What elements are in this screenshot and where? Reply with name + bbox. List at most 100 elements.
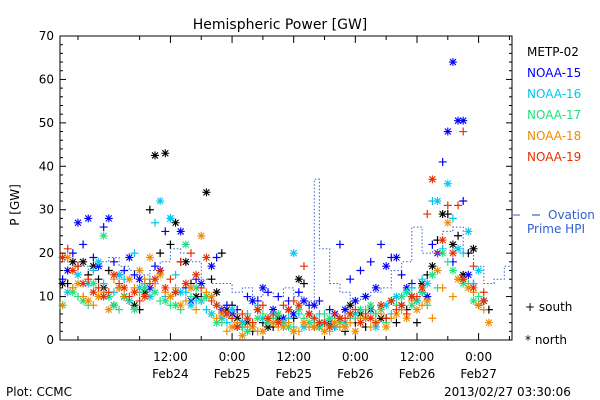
north-point: [151, 151, 160, 160]
south-point: [428, 240, 437, 249]
north-point: [186, 283, 195, 292]
north-point: [151, 275, 160, 284]
north-point: [464, 227, 473, 236]
north-point: [89, 262, 98, 271]
north-point: [130, 301, 139, 310]
plot-frame: [59, 35, 513, 341]
south-point: [89, 253, 98, 262]
data-points-layer: [58, 58, 493, 340]
south-point: [197, 283, 206, 292]
south-point: [156, 249, 165, 258]
north-point: [258, 327, 267, 336]
north-point: [186, 301, 195, 310]
south-point: [228, 314, 237, 323]
north-point: [289, 327, 298, 336]
south-point: [377, 240, 386, 249]
north-point: [469, 244, 478, 253]
north-point: [89, 288, 98, 297]
north-point: [264, 314, 273, 323]
south-point: [438, 283, 447, 292]
south-point: [207, 309, 216, 318]
north-point: [228, 309, 237, 318]
south-point: [459, 197, 468, 206]
legend-entry: NOAA-18: [527, 129, 581, 143]
south-point: [454, 231, 463, 240]
north-point: [330, 318, 339, 327]
south-point: [135, 296, 144, 305]
north-point: [238, 331, 247, 340]
north-point: [140, 292, 149, 301]
south-point: [459, 127, 468, 136]
north-point: [315, 322, 324, 331]
north-point: [325, 322, 334, 331]
south-point: [104, 266, 113, 275]
plot-timestamp: 2013/02/27 03:30:06: [444, 385, 571, 399]
north-point: [212, 318, 221, 327]
north-point: [484, 318, 493, 327]
north-point: [68, 257, 77, 266]
north-point: [233, 314, 242, 323]
north-point: [459, 275, 468, 284]
north-point: [356, 318, 365, 327]
south-point: [58, 275, 67, 284]
south-point: [402, 288, 411, 297]
north-point: [438, 210, 447, 219]
south-point: [459, 249, 468, 258]
north-point: [94, 292, 103, 301]
north-point: [58, 253, 67, 262]
south-point: [258, 301, 267, 310]
south-point: [269, 309, 278, 318]
south-point: [443, 201, 452, 210]
north-point: [197, 279, 206, 288]
north-point: [351, 309, 360, 318]
south-point: [366, 257, 375, 266]
north-point: [58, 279, 67, 288]
south-point: [212, 314, 221, 323]
north-point: [284, 305, 293, 314]
north-point: [125, 275, 134, 284]
south-point: [310, 314, 319, 323]
x-axis-label: Date and Time: [256, 385, 344, 399]
north-point: [63, 253, 72, 262]
x-tick-time-label: 12:00: [276, 350, 311, 364]
north-point: [207, 262, 216, 271]
north-point: [448, 58, 457, 67]
north-point: [269, 305, 278, 314]
south-point: [346, 318, 355, 327]
south-point: [412, 318, 421, 327]
south-point: [407, 283, 416, 292]
south-point: [145, 279, 154, 288]
north-point: [243, 327, 252, 336]
north-point: [438, 249, 447, 258]
north-point: [181, 240, 190, 249]
south-point: [238, 309, 247, 318]
north-point: [382, 301, 391, 310]
north-point: [341, 322, 350, 331]
north-point: [243, 318, 252, 327]
south-point: [299, 262, 308, 271]
north-point: [248, 322, 257, 331]
south-point: [397, 270, 406, 279]
south-point: [176, 257, 185, 266]
south-point: [325, 305, 334, 314]
north-point: [310, 301, 319, 310]
south-point: [418, 301, 427, 310]
south-point: [79, 292, 88, 301]
north-point: [222, 309, 231, 318]
north-point: [479, 296, 488, 305]
plot-credit: Plot: CCMC: [6, 385, 72, 399]
ovation-legend-label-2: Prime HPI: [527, 222, 585, 236]
x-tick-time-label: 0:00: [465, 350, 492, 364]
north-point: [145, 253, 154, 262]
north-point: [433, 197, 442, 206]
north-point: [325, 314, 334, 323]
north-point: [454, 275, 463, 284]
south-point: [192, 305, 201, 314]
north-point: [294, 305, 303, 314]
north-point: [377, 305, 386, 314]
south-point: [423, 210, 432, 219]
north-point: [356, 305, 365, 314]
x-tick-date-label: Feb26: [337, 367, 374, 381]
south-point: [351, 305, 360, 314]
